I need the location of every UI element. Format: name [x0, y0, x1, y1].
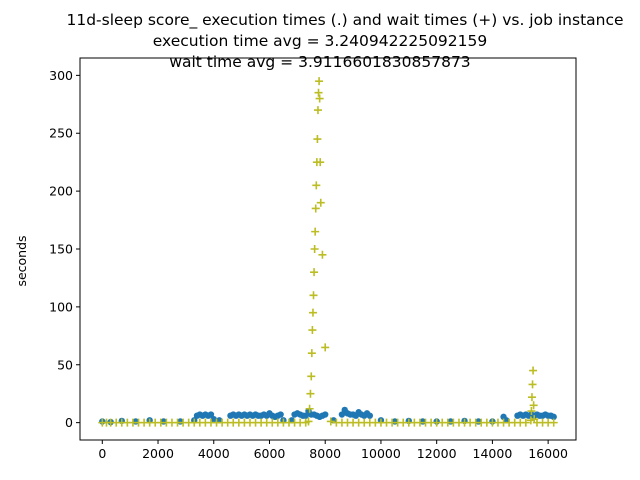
- wait-point: [307, 372, 316, 381]
- x-axis: 0 2000 4000 6000 8000 10000 12000 14000 16000: [98, 440, 568, 461]
- wait-point: [309, 291, 318, 300]
- execution-point: [338, 411, 346, 418]
- wait-point: [527, 393, 536, 402]
- wait-point: [313, 135, 322, 144]
- y-tick-label: 0: [65, 415, 73, 430]
- execution-point: [550, 413, 557, 421]
- wait-point: [306, 389, 315, 398]
- wait-point: [307, 349, 316, 358]
- y-tick-label: 100: [49, 299, 73, 314]
- execution-point: [207, 411, 215, 418]
- wait-point: [326, 417, 335, 426]
- x-tick-label: 0: [98, 446, 106, 461]
- wait-point: [310, 245, 319, 253]
- y-tick-label: 150: [49, 242, 73, 257]
- x-tick-label: 14000: [473, 446, 513, 461]
- y-tick-label: 200: [49, 184, 73, 199]
- wait-point: [310, 268, 319, 277]
- wait-point: [549, 418, 558, 427]
- y-tick-label: 50: [57, 357, 73, 372]
- wait-point: [313, 106, 322, 115]
- wait-point: [316, 158, 325, 167]
- wait-point: [304, 417, 313, 426]
- x-tick-label: 6000: [254, 446, 286, 461]
- x-tick-label: 2000: [142, 446, 174, 461]
- wait-point: [305, 404, 314, 413]
- wait-point: [314, 88, 323, 97]
- wait-point: [315, 77, 324, 86]
- y-axis: 0 50 100 150 200 250 300: [49, 68, 80, 430]
- axes-frame: [79, 57, 577, 441]
- y-axis-label: seconds: [14, 235, 29, 286]
- wait-point: [312, 181, 321, 190]
- wait-point: [308, 308, 317, 317]
- execution-point: [366, 412, 373, 419]
- wait-point: [311, 204, 320, 213]
- wait-point: [528, 380, 537, 389]
- execution-point: [302, 412, 309, 419]
- wait-point: [529, 366, 538, 375]
- y-tick-label: 250: [49, 126, 73, 141]
- x-tick-label: 16000: [528, 446, 568, 461]
- wait-point: [529, 401, 538, 410]
- wait-point: [521, 418, 530, 427]
- wait-point: [527, 407, 536, 416]
- execution-point: [210, 415, 217, 423]
- x-tick-label: 8000: [309, 446, 341, 461]
- execution-point: [277, 411, 284, 418]
- x-tick-label: 10000: [361, 446, 401, 461]
- wait-point: [308, 326, 317, 335]
- wait-point: [311, 227, 320, 236]
- wait-point: [315, 94, 324, 103]
- wait-point: [321, 343, 330, 352]
- wait-series: [98, 77, 558, 427]
- wait-point: [318, 250, 327, 259]
- y-tick-label: 300: [49, 68, 73, 83]
- x-tick-label: 4000: [198, 446, 230, 461]
- x-tick-label: 12000: [417, 446, 457, 461]
- wait-point: [316, 198, 325, 207]
- execution-point: [322, 411, 329, 418]
